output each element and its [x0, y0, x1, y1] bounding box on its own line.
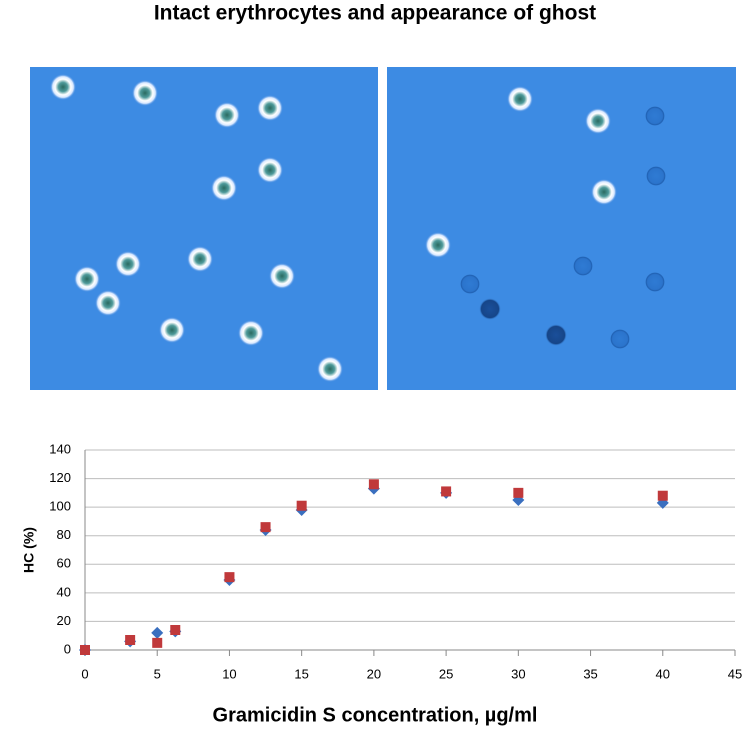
square-point: [224, 572, 235, 583]
ghost-cell: [645, 272, 665, 292]
cell: [115, 251, 141, 277]
x-tick-label: 20: [367, 666, 381, 681]
square-point: [513, 487, 524, 498]
cell: [425, 232, 451, 258]
x-axis-label: Gramicidin S concentration, µg/ml: [213, 704, 538, 726]
cell: [269, 263, 295, 289]
square-point: [80, 645, 90, 655]
ghost-cell: [646, 166, 666, 186]
y-tick-label: 120: [49, 470, 71, 485]
cell: [74, 266, 100, 292]
cell: [211, 175, 237, 201]
cell: [591, 179, 617, 205]
cell: [507, 86, 533, 112]
cell: [187, 246, 213, 272]
cell: [214, 102, 240, 128]
x-tick-label: 35: [583, 666, 597, 681]
square-point: [152, 637, 163, 648]
cell: [257, 157, 283, 183]
square-point: [296, 500, 307, 511]
cell: [257, 95, 283, 121]
y-tick-label: 0: [64, 641, 71, 656]
diamond-point: [151, 626, 164, 639]
y-tick-label: 100: [49, 499, 71, 514]
x-tick-label: 40: [656, 666, 670, 681]
micrographs: [30, 67, 736, 390]
y-tick-label: 80: [57, 527, 71, 542]
square-point: [657, 490, 668, 501]
square-point: [260, 522, 271, 533]
cell: [50, 74, 76, 100]
cell: [585, 108, 611, 134]
square-point: [125, 635, 136, 645]
ghost-cell: [610, 329, 630, 349]
cell: [159, 317, 185, 343]
micrograph: [30, 67, 378, 390]
x-tick-label: 25: [439, 666, 453, 681]
ghost-cell: [545, 324, 567, 346]
x-tick-label: 45: [728, 666, 742, 681]
y-axis-label: HC (%): [21, 527, 37, 573]
square-point: [441, 486, 452, 497]
figure-title: Intact erythrocytes and appearance of gh…: [154, 2, 596, 25]
x-tick-label: 5: [154, 666, 161, 681]
ghost-cell: [460, 274, 480, 294]
y-tick-label: 140: [49, 441, 71, 456]
x-tick-label: 30: [511, 666, 525, 681]
cell: [95, 290, 121, 316]
x-tick-label: 15: [294, 666, 308, 681]
ghost-cell: [479, 298, 501, 320]
y-tick-label: 60: [57, 556, 71, 571]
y-tick-label: 20: [57, 613, 71, 628]
square-point: [170, 625, 181, 635]
cell: [317, 356, 343, 382]
cell: [132, 80, 158, 106]
ghost-cell: [645, 106, 665, 126]
x-tick-label: 0: [81, 666, 88, 681]
cell: [238, 320, 264, 346]
ghost-cell: [573, 256, 593, 276]
x-tick-label: 10: [222, 666, 236, 681]
y-tick-label: 40: [57, 584, 71, 599]
square-point: [368, 479, 379, 490]
